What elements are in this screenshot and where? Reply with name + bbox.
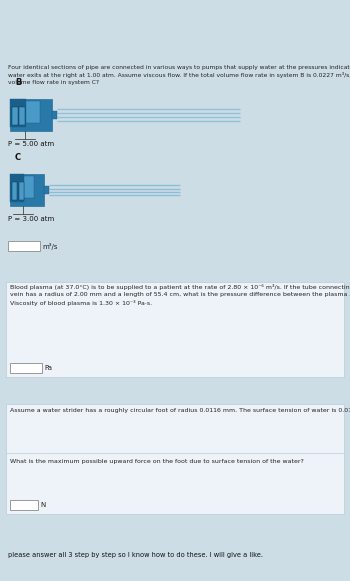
Text: B: B bbox=[15, 78, 21, 87]
Bar bbox=[10, 99, 26, 127]
Text: Viscosity of blood plasma is 1.30 × 10⁻³ Pa·s.: Viscosity of blood plasma is 1.30 × 10⁻³… bbox=[10, 300, 152, 306]
Text: Pa: Pa bbox=[44, 365, 52, 371]
Bar bbox=[44, 186, 49, 194]
Bar bbox=[10, 364, 42, 374]
Bar bbox=[8, 242, 40, 252]
Bar bbox=[24, 176, 34, 198]
Bar bbox=[6, 404, 344, 456]
Bar bbox=[52, 111, 57, 119]
Text: What is the maximum possible upward force on the foot due to surface tension of : What is the maximum possible upward forc… bbox=[10, 459, 304, 464]
Text: please answer all 3 step by step so I know how to do these. I will give a like.: please answer all 3 step by step so I kn… bbox=[8, 553, 263, 558]
Bar bbox=[6, 453, 344, 514]
Bar bbox=[12, 107, 18, 125]
Bar bbox=[19, 107, 25, 125]
Bar bbox=[12, 182, 17, 200]
Bar bbox=[19, 182, 24, 200]
Text: m³/s: m³/s bbox=[42, 243, 57, 250]
Bar bbox=[10, 174, 24, 202]
Text: P = 5.00 atm: P = 5.00 atm bbox=[8, 141, 54, 147]
Text: Assume a water strider has a roughly circular foot of radius 0.0116 mm. The surf: Assume a water strider has a roughly cir… bbox=[10, 408, 350, 413]
Bar bbox=[10, 500, 38, 510]
Bar bbox=[6, 282, 344, 378]
Text: N: N bbox=[40, 502, 45, 508]
Bar bbox=[26, 101, 40, 123]
Bar bbox=[10, 99, 52, 131]
Text: Four identical sections of pipe are connected in various ways to pumps that supp: Four identical sections of pipe are conn… bbox=[8, 65, 350, 85]
Text: P = 3.00 atm: P = 3.00 atm bbox=[8, 216, 54, 222]
Text: C: C bbox=[15, 153, 21, 162]
Bar bbox=[10, 174, 44, 206]
Text: Blood plasma (at 37.0°C) is to be supplied to a patient at the rate of 2.80 × 10: Blood plasma (at 37.0°C) is to be suppli… bbox=[10, 284, 350, 290]
Text: vein has a radius of 2.00 mm and a length of 55.4 cm, what is the pressure diffe: vein has a radius of 2.00 mm and a lengt… bbox=[10, 292, 350, 297]
